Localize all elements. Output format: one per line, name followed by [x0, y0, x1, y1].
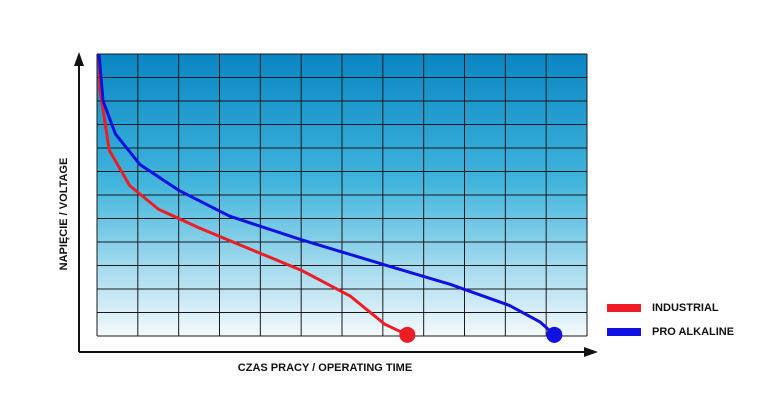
legend-swatch — [607, 328, 641, 336]
x-axis-arrow — [584, 347, 598, 357]
series-line — [97, 53, 408, 337]
x-axis-label: CZAS PRACY / OPERATING TIME — [238, 362, 412, 374]
y-axis-label: NAPIĘCIE / VOLTAGE — [58, 158, 70, 271]
end-point — [546, 326, 563, 343]
y-axis-arrow — [74, 52, 84, 66]
series-line — [97, 53, 556, 336]
end-point — [399, 326, 416, 343]
legend-label: PRO ALKALINE — [652, 326, 734, 338]
legend-swatch — [607, 304, 641, 312]
legend-label: INDUSTRIAL — [652, 302, 719, 314]
